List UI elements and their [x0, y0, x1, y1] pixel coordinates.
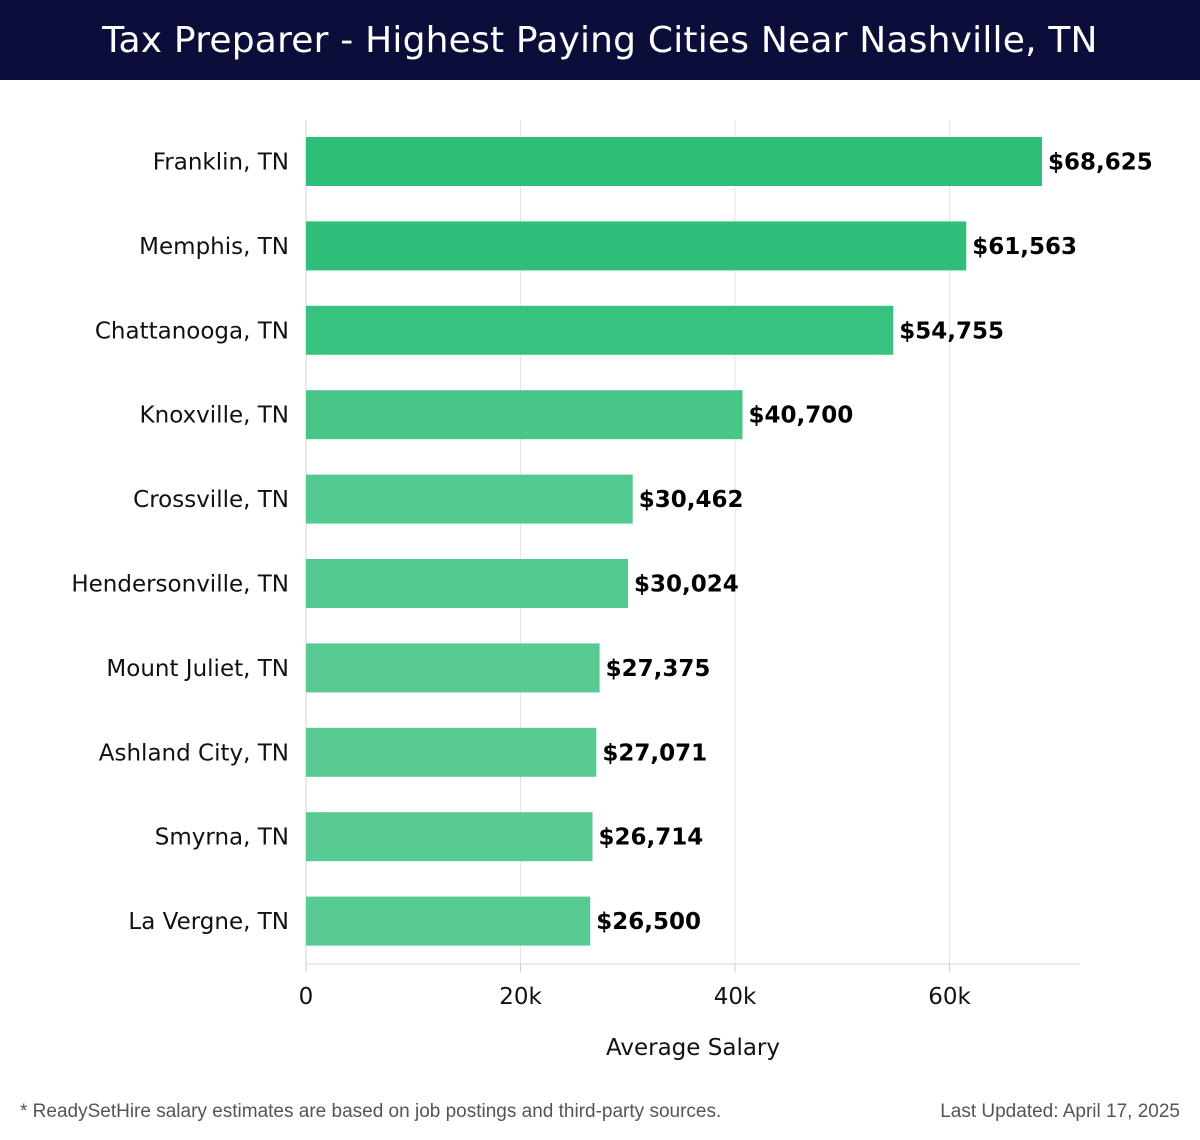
category-label-7: Ashland City, TN [99, 740, 289, 766]
category-label-2: Chattanooga, TN [95, 318, 289, 344]
category-label-0: Franklin, TN [153, 150, 289, 176]
category-label-8: Smyrna, TN [155, 825, 289, 851]
value-label-6: $27,375 [606, 656, 711, 682]
chart-header: Tax Preparer - Highest Paying Cities Nea… [0, 0, 1200, 80]
value-label-2: $54,755 [899, 318, 1004, 344]
x-tick-label-3: 60k [928, 984, 971, 1010]
x-axis-title: Average Salary [606, 1035, 780, 1061]
bar-1 [306, 221, 967, 271]
value-label-3: $40,700 [749, 403, 854, 429]
footnote: * ReadySetHire salary estimates are base… [20, 1101, 722, 1122]
category-label-9: La Vergne, TN [128, 909, 289, 935]
chart-title: Tax Preparer - Highest Paying Cities Nea… [102, 19, 1098, 61]
x-tick-label-2: 40k [714, 984, 757, 1010]
value-label-8: $26,714 [599, 825, 704, 851]
value-label-7: $27,071 [602, 740, 707, 766]
salary-bar-chart: Franklin, TN $68,625 Memphis, TN $61,563 Cha… [71, 120, 1153, 1061]
category-label-4: Crossville, TN [133, 487, 289, 513]
category-label-5: Hendersonville, TN [71, 572, 289, 598]
bar-2 [306, 305, 894, 355]
value-label-9: $26,500 [596, 909, 701, 935]
bar-0 [306, 137, 1043, 186]
x-tick-label-1: 20k [499, 984, 542, 1010]
value-label-0: $68,625 [1048, 150, 1153, 176]
value-label-5: $30,024 [634, 572, 739, 598]
value-label-4: $30,462 [639, 487, 744, 513]
category-label-3: Knoxville, TN [140, 403, 289, 429]
last-updated: Last Updated: April 17, 2025 [940, 1101, 1180, 1122]
bar-6 [306, 643, 600, 693]
category-label-6: Mount Juliet, TN [106, 656, 289, 682]
x-tick-label-0: 0 [299, 984, 314, 1010]
bar-3 [306, 390, 743, 440]
bar-7 [306, 727, 597, 777]
bar-8 [306, 812, 593, 862]
category-label-1: Memphis, TN [139, 234, 289, 260]
bar-5 [306, 559, 629, 608]
bar-4 [306, 474, 633, 524]
bar-9 [306, 896, 591, 946]
value-label-1: $61,563 [972, 234, 1077, 260]
